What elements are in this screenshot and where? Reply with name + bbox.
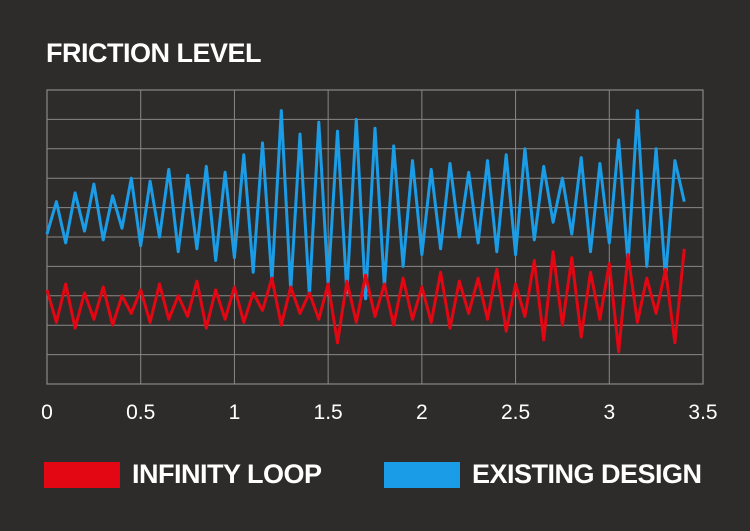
x-tick-label: 1 (229, 401, 241, 424)
x-tick-label: 1.5 (314, 401, 343, 424)
x-tick-label: 3 (603, 401, 615, 424)
x-tick-labels: 0 0.5 1 1.5 2 2.5 3 3.5 (41, 401, 717, 424)
x-tick-label: 2 (416, 401, 428, 424)
legend-item-infinity-loop: INFINITY LOOP (44, 459, 322, 490)
legend: INFINITY LOOP EXISTING DESIGN (0, 459, 750, 495)
x-tick-label: 3.5 (688, 401, 717, 424)
legend-swatch-infinity-loop (44, 461, 120, 488)
legend-label-infinity-loop: INFINITY LOOP (132, 459, 322, 489)
legend-label-existing-design: EXISTING DESIGN (472, 459, 702, 489)
legend-swatch-existing-design (384, 461, 460, 488)
series-line-infinity-loop (45, 248, 686, 354)
x-tick-label: 0.5 (126, 401, 155, 424)
chart-title: FRICTION LEVEL (46, 38, 262, 68)
x-tick-label: 0 (41, 401, 53, 424)
legend-item-existing-design: EXISTING DESIGN (384, 459, 702, 490)
series-line-existing-design (45, 109, 686, 301)
x-tick-label: 2.5 (501, 401, 530, 424)
series-lines (45, 109, 686, 354)
